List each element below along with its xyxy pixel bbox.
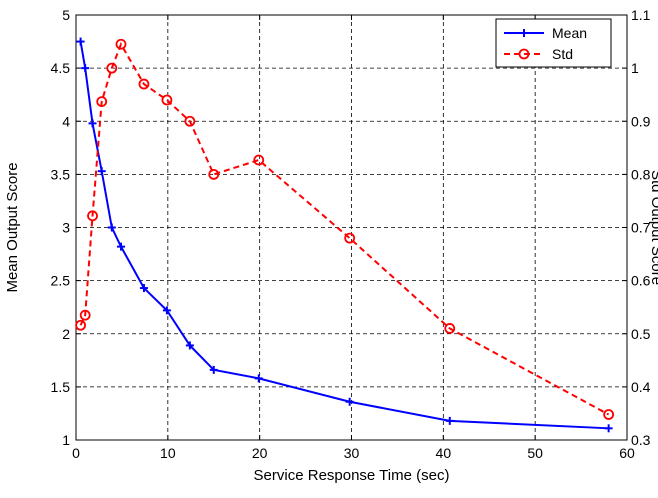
y-left-tick-label: 5: [62, 7, 70, 23]
data-point: [209, 365, 218, 374]
legend-label: Std: [552, 46, 573, 62]
data-point: [444, 323, 456, 334]
x-tick-label: 40: [436, 445, 452, 461]
series-std: [75, 38, 615, 420]
legend-box: [495, 18, 612, 68]
data-point: [75, 319, 86, 331]
series-line: [79, 41, 610, 416]
y-right-tick-label: 0.5: [631, 326, 651, 342]
y-right-tick-label: 0.9: [631, 113, 651, 129]
data-point: [88, 119, 97, 128]
legend: Mean Std: [495, 18, 612, 68]
y-left-tick-label: 4: [62, 113, 70, 129]
y-left-tick-label: 2.5: [51, 273, 71, 289]
x-tick-label: 10: [160, 445, 176, 461]
y-left-tick-label: 3: [62, 220, 70, 236]
data-point: [184, 115, 196, 127]
data-point: [344, 232, 356, 244]
data-point: [518, 48, 530, 60]
series-layer: [75, 37, 615, 433]
y-left-tick-label: 4.5: [51, 60, 71, 76]
x-tick-label: 0: [72, 445, 80, 461]
legend-label: Mean: [552, 25, 587, 41]
y-right-tick-label: 0.4: [631, 379, 651, 395]
data-point: [79, 309, 91, 321]
data-point: [96, 96, 108, 107]
data-point: [139, 284, 148, 293]
data-point: [138, 78, 150, 90]
data-point: [87, 210, 98, 222]
y-axis-left-label: Mean Output Score: [4, 162, 21, 292]
data-point: [345, 397, 354, 406]
grid-lines: [76, 15, 627, 440]
y-right-tick-label: 0.3: [631, 432, 651, 448]
y-left-tick-label: 3.5: [51, 166, 71, 182]
y-right-tick-label: 0.8: [631, 166, 651, 182]
x-axis-label: Service Response Time (sec): [254, 467, 450, 484]
data-point: [107, 223, 116, 232]
y-right-tick-label: 1: [631, 60, 639, 76]
data-point: [254, 374, 263, 383]
data-point: [162, 306, 171, 315]
y-axis-right-label: Std Output Score: [648, 170, 658, 285]
data-point: [253, 154, 265, 166]
data-point: [106, 62, 118, 74]
data-point: [208, 168, 220, 180]
data-point: [116, 242, 125, 251]
legend-item-mean: Mean: [504, 25, 587, 41]
y-left-tick-label: 1.5: [51, 379, 71, 395]
data-point: [97, 167, 106, 176]
data-point: [185, 341, 194, 350]
series-mean: [76, 37, 613, 433]
x-tick-label: 30: [344, 445, 360, 461]
data-point: [161, 94, 173, 106]
data-point: [603, 409, 615, 420]
legend-item-std: Std: [504, 46, 573, 62]
y-right-tick-label: 0.7: [631, 220, 651, 236]
data-point: [81, 64, 90, 73]
data-point: [604, 424, 613, 433]
data-point: [445, 416, 454, 425]
x-tick-label: 50: [527, 445, 543, 461]
axis-ticks: 0 10 20 30 40 50 60 1 1.5 2 2.5 3 3.5 4 4.5 5 0.3 0.4 0.5 0…: [51, 7, 651, 461]
y-right-tick-label: 0.6: [631, 273, 651, 289]
y-left-tick-label: 2: [62, 326, 70, 342]
x-tick-label: 20: [252, 445, 268, 461]
x-tick-label: 60: [619, 445, 635, 461]
y-right-tick-label: 1.1: [631, 7, 651, 23]
data-point: [520, 29, 528, 37]
data-point: [115, 38, 127, 50]
data-point: [76, 37, 85, 46]
series-line: [79, 41, 609, 430]
y-left-tick-label: 1: [62, 432, 70, 448]
